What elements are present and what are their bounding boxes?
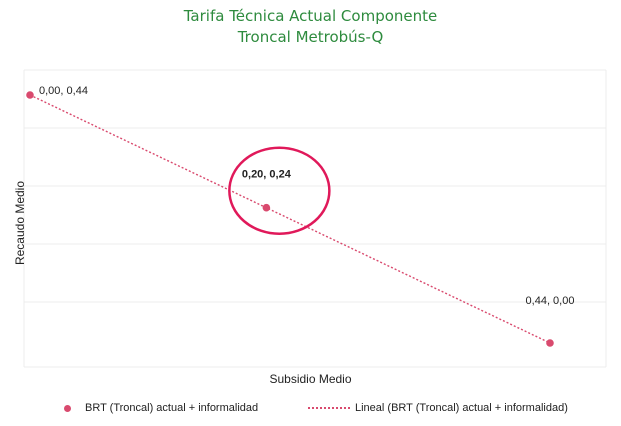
y-axis-label: Recaudo Medio (13, 180, 27, 266)
legend-marker-dotted-line (308, 407, 350, 409)
data-point-2 (546, 339, 554, 347)
legend-label-scatter: BRT (Troncal) actual + informalidad (85, 402, 259, 414)
highlight-ellipse (228, 146, 331, 235)
data-label-2: 0,44, 0,00 (526, 295, 575, 307)
legend-item-trendline: Lineal (BRT (Troncal) actual + informali… (308, 402, 568, 414)
legend-label-trendline: Lineal (BRT (Troncal) actual + informali… (355, 402, 568, 414)
chart-title-line-1: Tarifa Técnica Actual Componente (183, 7, 438, 25)
legend-marker-dot (64, 404, 71, 412)
data-label-1: 0,20, 0,24 (242, 169, 292, 181)
x-axis-label: Subsidio Medio (269, 372, 352, 386)
data-label-0: 0,00, 0,44 (39, 85, 88, 97)
legend-item-scatter: BRT (Troncal) actual + informalidad (64, 402, 258, 414)
chart-title-line-2: Troncal Metrobús-Q (237, 28, 384, 46)
trendline (29, 94, 551, 344)
data-point-0 (26, 91, 34, 99)
data-point-1 (262, 203, 271, 212)
